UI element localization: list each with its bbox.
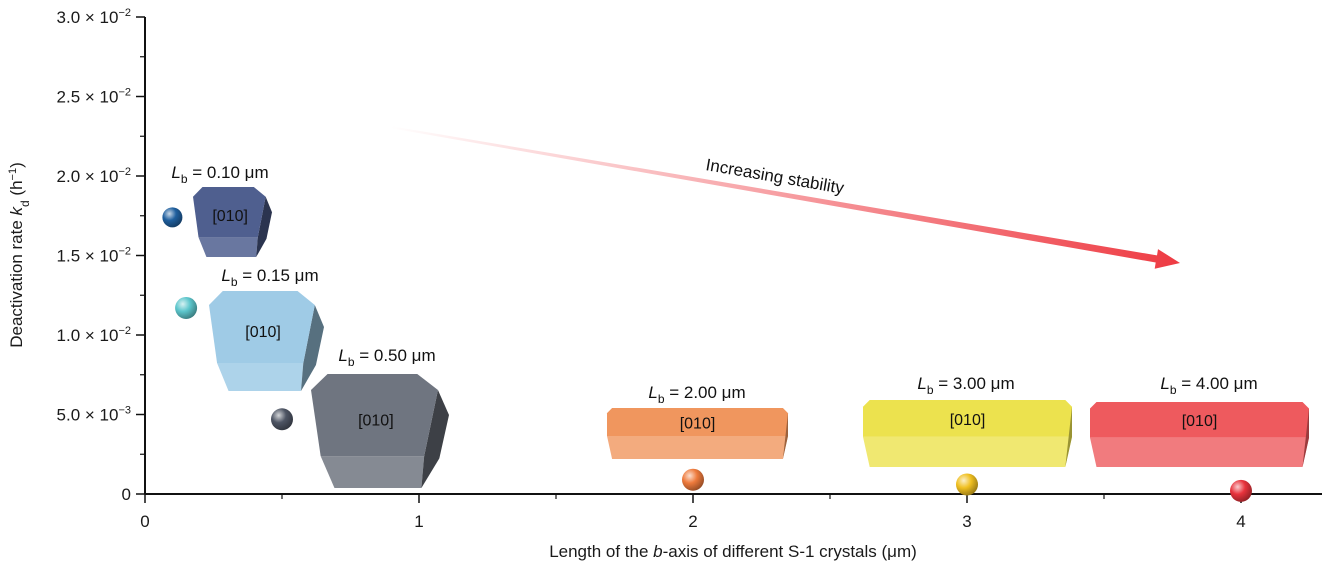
crystal-illustration: [010] bbox=[1090, 402, 1309, 467]
x-tick-label: 0 bbox=[140, 512, 149, 531]
crystal-facet-label: [010] bbox=[358, 413, 394, 430]
data-point bbox=[162, 207, 183, 228]
crystal-length-label: Lb = 4.00 μm bbox=[1160, 374, 1257, 397]
y-tick-label: 5.0 × 10−3 bbox=[57, 405, 131, 425]
data-point bbox=[682, 468, 704, 491]
y-title-unit-open: (h bbox=[7, 180, 26, 200]
data-point bbox=[175, 296, 198, 319]
x-tick-label: 4 bbox=[1236, 512, 1245, 531]
crystal-length-label: Lb = 3.00 μm bbox=[917, 374, 1014, 397]
crystal-length-label: Lb = 2.00 μm bbox=[648, 383, 745, 406]
y-title-unit-close: ) bbox=[7, 162, 26, 168]
y-title-prefix: Deactivation rate bbox=[7, 215, 26, 347]
crystals-layer: [010] [010] [010] [010] [010] [010] bbox=[193, 187, 1309, 488]
stability-annotation: Increasing stability bbox=[389, 126, 1180, 269]
crystal-length-label: Lb = 0.10 μm bbox=[171, 163, 268, 186]
y-tick-label: 1.5 × 10−2 bbox=[57, 246, 131, 266]
crystal-illustration: [010] bbox=[607, 408, 788, 459]
y-title-sub: d bbox=[18, 200, 32, 207]
crystal-illustration: [010] bbox=[311, 374, 449, 488]
y-tick-label: 0 bbox=[122, 485, 131, 504]
data-point bbox=[271, 408, 293, 431]
crystal-facet-label: [010] bbox=[950, 412, 986, 429]
stability-arrow bbox=[389, 126, 1180, 269]
labels-layer: Lb = 0.10 μm Lb = 0.15 μm Lb = 0.50 μm Lb =… bbox=[171, 163, 1257, 406]
x-title-suffix: -axis of different S-1 crystals (μm) bbox=[663, 542, 917, 561]
y-tick-label: 2.5 × 10−2 bbox=[57, 87, 131, 107]
crystal-illustration: [010] bbox=[863, 400, 1072, 467]
x-title-italic: b bbox=[653, 542, 662, 561]
y-tick-label: 2.0 × 10−2 bbox=[57, 166, 131, 186]
y-tick-label: 3.0 × 10−2 bbox=[57, 7, 131, 27]
crystal-illustration: [010] bbox=[193, 187, 272, 257]
data-point bbox=[956, 473, 978, 496]
y-tick-label: 1.0 × 10−2 bbox=[57, 325, 131, 345]
x-tick-label: 3 bbox=[962, 512, 971, 531]
crystal-facet-label: [010] bbox=[245, 324, 281, 341]
y-title-unit-sup: −1 bbox=[7, 168, 19, 181]
x-title-prefix: Length of the bbox=[549, 542, 653, 561]
crystal-length-label: Lb = 0.15 μm bbox=[221, 266, 318, 289]
y-title-italic: k bbox=[7, 205, 26, 215]
crystal-facet-label: [010] bbox=[1182, 413, 1218, 430]
crystal-illustration: [010] bbox=[209, 291, 324, 391]
x-tick-label: 2 bbox=[688, 512, 697, 531]
crystal-facet-label: [010] bbox=[680, 415, 716, 432]
data-point bbox=[1230, 479, 1252, 502]
crystal-length-label: Lb = 0.50 μm bbox=[338, 346, 435, 369]
crystal-facet-label: [010] bbox=[212, 208, 248, 225]
x-tick-label: 1 bbox=[414, 512, 423, 531]
y-axis-title: Deactivation rate kd (h−1) bbox=[7, 162, 32, 348]
x-axis-title: Length of the b-axis of different S-1 cr… bbox=[549, 542, 917, 561]
points-layer bbox=[162, 207, 1252, 502]
